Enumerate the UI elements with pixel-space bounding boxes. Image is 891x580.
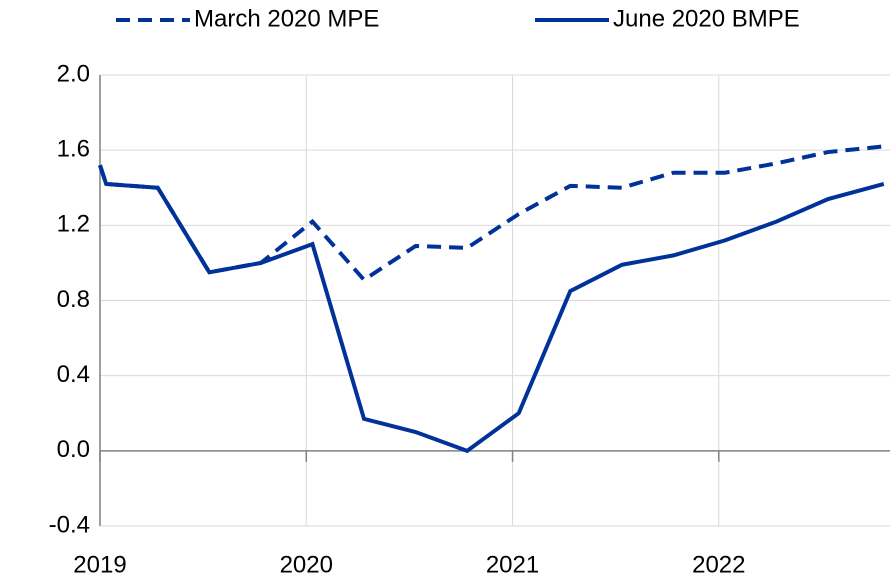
y-tick-label: 0.0 — [57, 436, 90, 463]
y-tick-label: 2.0 — [57, 60, 90, 87]
series-line — [98, 144, 885, 283]
legend-label: March 2020 MPE — [194, 5, 379, 32]
y-tick-label: 0.8 — [57, 286, 90, 313]
x-tick-label: 2020 — [280, 551, 333, 578]
series-line — [98, 164, 885, 454]
y-tick-label: 0.4 — [57, 361, 90, 388]
x-tick-label: 2022 — [692, 551, 745, 578]
y-tick-label: 1.6 — [57, 136, 90, 163]
x-tick-label: 2019 — [73, 551, 126, 578]
y-tick-label: 1.2 — [57, 211, 90, 238]
y-tick-label: -0.4 — [49, 511, 90, 538]
x-tick-label: 2021 — [486, 551, 539, 578]
legend-label: June 2020 BMPE — [613, 5, 800, 32]
